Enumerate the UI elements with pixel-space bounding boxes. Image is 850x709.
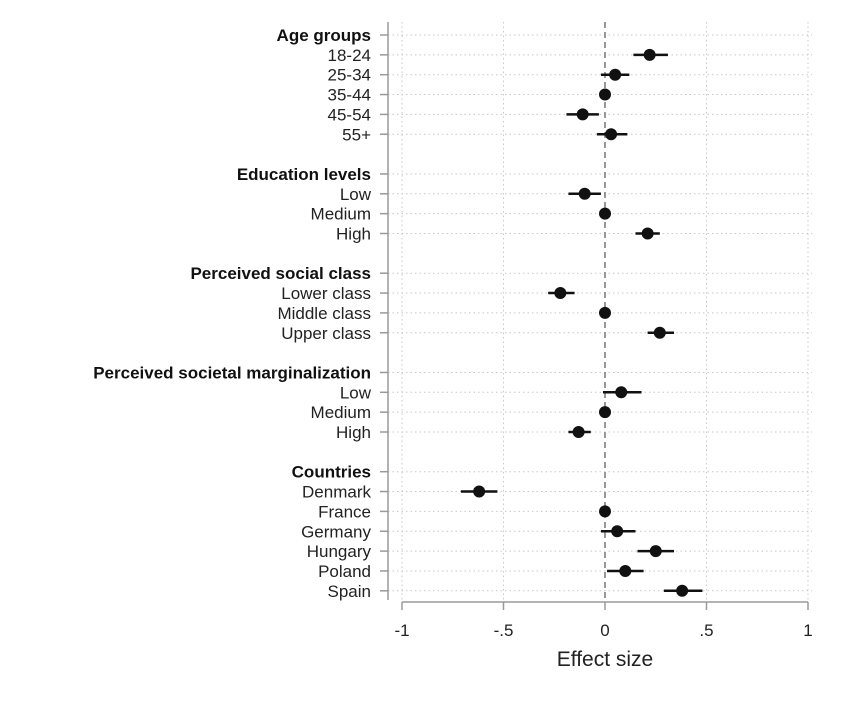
estimate-point <box>576 108 589 121</box>
group-label: Age groups <box>277 26 371 45</box>
estimate-point <box>599 406 611 419</box>
row-label: Germany <box>301 522 371 541</box>
row-label: France <box>318 502 371 521</box>
row-label: Middle class <box>277 304 371 323</box>
estimate-point <box>615 386 628 399</box>
row-label: Denmark <box>302 483 371 502</box>
x-tick-label: -.5 <box>494 621 514 640</box>
estimate-point <box>554 287 567 300</box>
x-tick-label: .5 <box>699 621 713 640</box>
estimate-point <box>473 485 486 498</box>
row-label: Hungary <box>307 542 372 561</box>
row-label: High <box>336 423 371 442</box>
estimate-point <box>605 128 618 141</box>
estimate-point <box>641 227 654 240</box>
x-axis-title: Effect size <box>557 648 654 671</box>
row-label: Upper class <box>281 324 371 343</box>
estimate-point <box>599 306 611 319</box>
axis-layer <box>380 22 809 610</box>
estimate-point <box>599 207 611 220</box>
estimate-point <box>619 564 632 577</box>
group-label: Education levels <box>237 165 371 184</box>
row-label: 35-44 <box>328 86 371 105</box>
row-label: 45-54 <box>328 105 371 124</box>
row-label: Lower class <box>281 284 371 303</box>
row-label: Low <box>340 185 372 204</box>
estimate-point <box>649 545 662 558</box>
mark-layer <box>460 48 703 597</box>
row-label: Poland <box>318 562 371 581</box>
estimate-point <box>572 426 585 438</box>
group-label: Perceived societal marginalization <box>93 363 371 382</box>
estimate-point <box>578 187 591 200</box>
estimate-point <box>653 326 666 339</box>
estimate-point <box>643 48 656 61</box>
estimate-point <box>611 525 624 538</box>
x-tick-label: 0 <box>600 621 609 640</box>
group-label: Countries <box>292 463 371 482</box>
label-layer: -1 -.5 0 .5 1 Age groups18-2425-3435-4445-545… <box>93 26 813 640</box>
estimate-point <box>599 88 611 101</box>
row-label: 18-24 <box>328 46 371 65</box>
row-label: Spain <box>328 582 371 601</box>
x-tick-label: 1 <box>803 621 812 640</box>
row-label: 55+ <box>342 125 371 144</box>
row-label: High <box>336 225 371 244</box>
row-label: Medium <box>311 403 371 422</box>
row-label: Low <box>340 383 372 402</box>
x-tick-label: -1 <box>394 621 409 640</box>
estimate-point <box>609 68 622 81</box>
row-label: Medium <box>311 205 371 224</box>
estimate-point <box>599 505 611 518</box>
estimate-point <box>676 584 689 597</box>
row-label: 25-34 <box>328 66 371 85</box>
group-label: Perceived social class <box>190 264 371 283</box>
